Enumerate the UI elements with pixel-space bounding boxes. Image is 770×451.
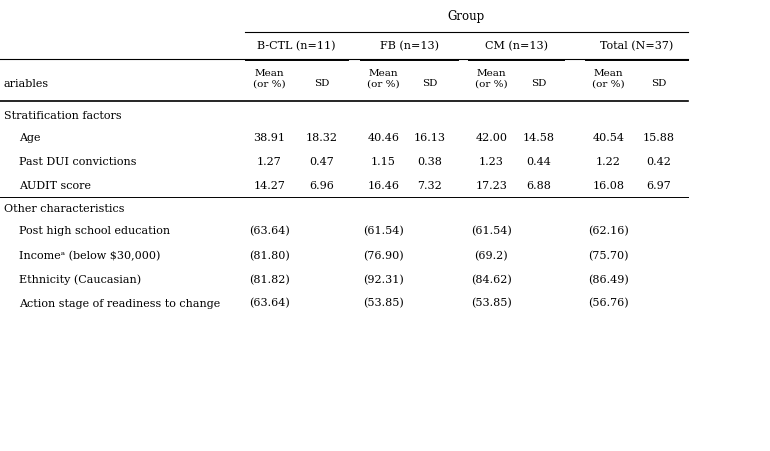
Text: 42.00: 42.00 <box>475 133 507 143</box>
Text: Age: Age <box>19 133 41 143</box>
Text: SD: SD <box>314 79 330 88</box>
Text: (76.90): (76.90) <box>363 251 403 261</box>
Text: 0.42: 0.42 <box>646 157 671 167</box>
Text: (69.2): (69.2) <box>474 251 508 261</box>
Text: Stratification factors: Stratification factors <box>4 111 122 121</box>
Text: (61.54): (61.54) <box>363 226 403 236</box>
Text: Post high school education: Post high school education <box>19 226 170 236</box>
Text: (92.31): (92.31) <box>363 275 403 285</box>
Text: 16.08: 16.08 <box>592 181 624 191</box>
Text: (75.70): (75.70) <box>588 251 628 261</box>
Text: 40.46: 40.46 <box>367 133 400 143</box>
Text: ariables: ariables <box>4 79 49 89</box>
Text: SD: SD <box>651 79 666 88</box>
Text: CM (n=13): CM (n=13) <box>485 41 547 51</box>
Text: Mean
(or %): Mean (or %) <box>253 69 286 89</box>
Text: 18.32: 18.32 <box>306 133 338 143</box>
Text: SD: SD <box>422 79 437 88</box>
Text: Ethnicity (Caucasian): Ethnicity (Caucasian) <box>19 274 142 285</box>
Text: (84.62): (84.62) <box>471 275 511 285</box>
Text: 6.97: 6.97 <box>646 181 671 191</box>
Text: SD: SD <box>531 79 547 88</box>
Text: (63.64): (63.64) <box>249 226 290 236</box>
Text: 7.32: 7.32 <box>417 181 442 191</box>
Text: 1.22: 1.22 <box>596 157 621 167</box>
Text: Mean
(or %): Mean (or %) <box>475 69 507 89</box>
Text: Mean
(or %): Mean (or %) <box>592 69 624 89</box>
Text: (61.54): (61.54) <box>471 226 511 236</box>
Text: 1.23: 1.23 <box>479 157 504 167</box>
Text: (86.49): (86.49) <box>588 275 628 285</box>
Text: 1.27: 1.27 <box>257 157 282 167</box>
Text: Action stage of readiness to change: Action stage of readiness to change <box>19 299 220 308</box>
Text: (53.85): (53.85) <box>363 299 403 308</box>
Text: B-CTL (n=11): B-CTL (n=11) <box>257 41 336 51</box>
Text: 6.88: 6.88 <box>527 181 551 191</box>
Text: 16.13: 16.13 <box>413 133 446 143</box>
Text: Mean
(or %): Mean (or %) <box>367 69 400 89</box>
Text: Other characteristics: Other characteristics <box>4 204 124 214</box>
Text: AUDIT score: AUDIT score <box>19 181 92 191</box>
Text: (81.80): (81.80) <box>249 251 290 261</box>
Text: (56.76): (56.76) <box>588 299 628 308</box>
Text: (81.82): (81.82) <box>249 275 290 285</box>
Text: 0.44: 0.44 <box>527 157 551 167</box>
Text: 15.88: 15.88 <box>642 133 675 143</box>
Text: 40.54: 40.54 <box>592 133 624 143</box>
Text: FB (n=13): FB (n=13) <box>380 41 439 51</box>
Text: (62.16): (62.16) <box>588 226 628 236</box>
Text: 1.15: 1.15 <box>371 157 396 167</box>
Text: 14.27: 14.27 <box>253 181 286 191</box>
Text: 0.47: 0.47 <box>310 157 334 167</box>
Text: 38.91: 38.91 <box>253 133 286 143</box>
Text: (53.85): (53.85) <box>471 299 511 308</box>
Text: Group: Group <box>447 10 485 23</box>
Text: (63.64): (63.64) <box>249 299 290 308</box>
Text: Incomeᵃ (below $30,000): Incomeᵃ (below $30,000) <box>19 251 161 261</box>
Text: 16.46: 16.46 <box>367 181 400 191</box>
Text: 14.58: 14.58 <box>523 133 555 143</box>
Text: 0.38: 0.38 <box>417 157 442 167</box>
Text: Past DUI convictions: Past DUI convictions <box>19 157 137 167</box>
Text: Total (N=37): Total (N=37) <box>600 41 673 51</box>
Text: 17.23: 17.23 <box>475 181 507 191</box>
Text: 6.96: 6.96 <box>310 181 334 191</box>
